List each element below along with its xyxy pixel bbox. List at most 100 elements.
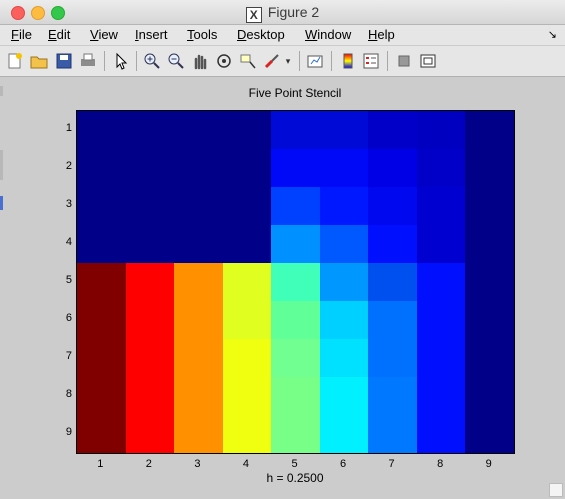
menu-desktop[interactable]: Desktop xyxy=(237,27,285,42)
colorbar-icon[interactable] xyxy=(339,52,357,70)
heatmap-cell xyxy=(368,111,417,150)
x-tick-label: 8 xyxy=(430,458,450,470)
heatmap-cell xyxy=(320,149,369,188)
heatmap-cell xyxy=(465,301,514,340)
window-titlebar[interactable]: X Figure 2 xyxy=(0,0,565,25)
x-tick-label: 7 xyxy=(382,458,402,470)
heatmap-cell xyxy=(271,111,320,150)
heatmap-cell xyxy=(368,187,417,226)
heatmap-cell xyxy=(465,149,514,188)
heatmap-cell xyxy=(77,415,126,454)
heatmap-cell xyxy=(271,225,320,264)
window-resize-grip[interactable] xyxy=(549,483,563,497)
heatmap-cell xyxy=(174,415,223,454)
heatmap-cell xyxy=(174,149,223,188)
heatmap-cell xyxy=(223,415,272,454)
x-tick-label: 3 xyxy=(187,458,207,470)
heatmap-cell xyxy=(368,149,417,188)
heatmap-cell xyxy=(126,111,175,150)
open-file-icon[interactable] xyxy=(30,52,48,70)
heatmap-cell xyxy=(465,111,514,150)
heatmap-cell xyxy=(77,187,126,226)
heatmap-cell xyxy=(126,415,175,454)
heatmap-cell xyxy=(174,301,223,340)
x11-icon: X xyxy=(246,7,262,23)
zoom-in-icon[interactable] xyxy=(143,52,161,70)
heatmap-cell xyxy=(77,339,126,378)
legend-icon[interactable] xyxy=(362,52,380,70)
heatmap-cell xyxy=(271,377,320,416)
brush-dropdown-icon[interactable]: ▾ xyxy=(283,52,293,70)
heatmap-cell xyxy=(320,301,369,340)
heatmap-cell xyxy=(77,377,126,416)
toolbar-separator xyxy=(331,51,332,71)
heatmap-cell xyxy=(465,225,514,264)
zoom-out-icon[interactable] xyxy=(167,52,185,70)
heatmap-cell xyxy=(271,415,320,454)
save-icon[interactable] xyxy=(55,52,73,70)
pan-hand-icon[interactable] xyxy=(191,52,209,70)
link-plot-icon[interactable] xyxy=(306,52,324,70)
heatmap-cell xyxy=(368,301,417,340)
pointer-icon[interactable] xyxy=(112,52,130,70)
heatmap-cell xyxy=(417,111,466,150)
heatmap-cell xyxy=(271,187,320,226)
x-tick-label: 6 xyxy=(333,458,353,470)
menu-insert[interactable]: Insert xyxy=(135,27,168,42)
background-window-edge xyxy=(0,196,3,210)
y-tick-label: 4 xyxy=(56,236,72,248)
toolbar-separator xyxy=(136,51,137,71)
rotate-3d-icon[interactable] xyxy=(215,52,233,70)
toolbar-separator xyxy=(387,51,388,71)
heatmap-cell xyxy=(368,415,417,454)
menu-window[interactable]: Window xyxy=(305,27,351,42)
y-tick-label: 5 xyxy=(56,274,72,286)
figure-toolbar: ▾ xyxy=(0,46,565,77)
heatmap-cell xyxy=(126,301,175,340)
heatmap-cell xyxy=(320,415,369,454)
heatmap-cell xyxy=(126,263,175,302)
show-plot-tools-icon[interactable] xyxy=(419,52,437,70)
heatmap-cell xyxy=(417,263,466,302)
background-window-edge xyxy=(0,150,3,180)
menubar-overflow-arrow[interactable]: ↘ xyxy=(548,28,557,41)
heatmap-cell xyxy=(320,339,369,378)
y-tick-label: 6 xyxy=(56,312,72,324)
menu-help[interactable]: Help xyxy=(368,27,395,42)
y-tick-label: 8 xyxy=(56,388,72,400)
x-tick-label: 1 xyxy=(90,458,110,470)
print-icon[interactable] xyxy=(79,52,97,70)
heatmap-plot-area[interactable] xyxy=(76,110,515,454)
heatmap-cell xyxy=(174,187,223,226)
heatmap-cell xyxy=(223,149,272,188)
x-tick-label: 5 xyxy=(285,458,305,470)
menu-file[interactable]: File xyxy=(11,27,32,42)
menu-view[interactable]: View xyxy=(90,27,118,42)
heatmap-cell xyxy=(223,377,272,416)
brush-icon[interactable] xyxy=(263,52,281,70)
window-title-text: Figure 2 xyxy=(268,4,319,20)
y-tick-label: 2 xyxy=(56,160,72,172)
heatmap-cell xyxy=(417,301,466,340)
hide-plot-tools-icon[interactable] xyxy=(395,52,413,70)
data-cursor-icon[interactable] xyxy=(239,52,257,70)
toolbar-separator xyxy=(299,51,300,71)
heatmap-cell xyxy=(320,377,369,416)
heatmap-cell xyxy=(126,377,175,416)
heatmap-cell xyxy=(77,111,126,150)
heatmap-cell xyxy=(320,225,369,264)
heatmap-cell xyxy=(368,339,417,378)
heatmap-cell xyxy=(223,187,272,226)
chart-title: Five Point Stencil xyxy=(76,86,514,100)
heatmap-cell xyxy=(126,339,175,378)
heatmap-cell xyxy=(465,263,514,302)
heatmap-cell xyxy=(77,263,126,302)
heatmap-cell xyxy=(417,187,466,226)
heatmap-cell xyxy=(368,263,417,302)
new-figure-icon[interactable] xyxy=(6,52,24,70)
menu-edit[interactable]: Edit xyxy=(48,27,70,42)
heatmap-cell xyxy=(417,225,466,264)
heatmap-cell xyxy=(174,111,223,150)
menu-tools[interactable]: Tools xyxy=(187,27,217,42)
heatmap-cell xyxy=(174,377,223,416)
